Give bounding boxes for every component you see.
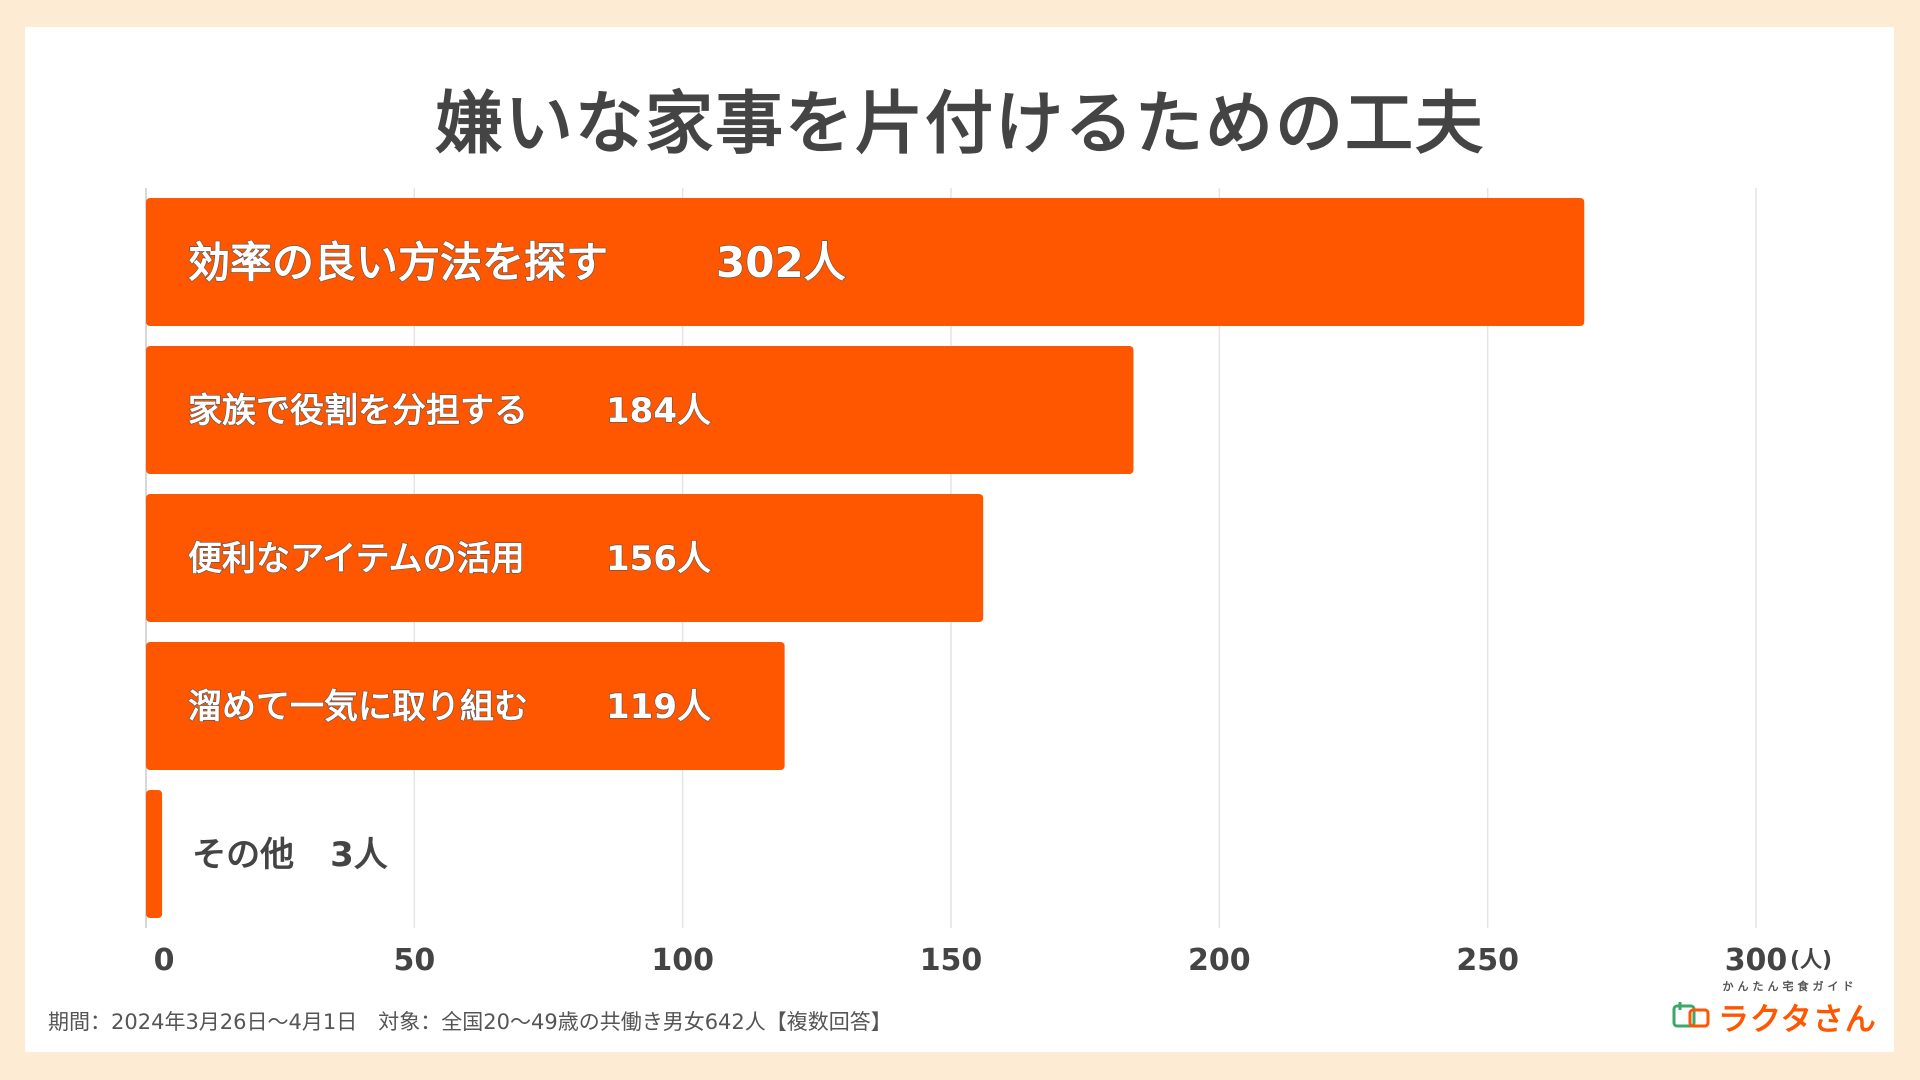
bar xyxy=(146,494,984,622)
category-label: 効率の良い方法を探す xyxy=(188,238,608,287)
logo-name: ラクタさん xyxy=(1718,1002,1877,1038)
value-label: 119人 xyxy=(606,687,711,727)
x-tick-label: 0 xyxy=(154,943,175,978)
x-tick-label: 300 xyxy=(1725,943,1788,978)
x-tick-label: 250 xyxy=(1456,943,1519,978)
x-tick-label: 100 xyxy=(651,943,714,978)
bar xyxy=(146,790,163,918)
brand-logo: かんたん宅食ガイド ラクタさん xyxy=(1672,978,1878,1038)
x-tick-label: 150 xyxy=(920,943,983,978)
category-label: 家族で役割を分担する xyxy=(188,391,528,431)
bar xyxy=(146,198,1585,326)
value-label: 302人 xyxy=(716,238,846,287)
category-label: その他 xyxy=(192,835,294,875)
x-tick-label: 50 xyxy=(393,943,435,978)
x-tick-label: 200 xyxy=(1188,943,1251,978)
bar-chart: 0 50 100 150 200 250 300 (人) 効率の良い方法を探す 302人家族で役割… xyxy=(145,188,1832,978)
footer-note: 期間：2024年3月26日～4月1日 対象：全国20～49歳の共働き男女642人… xyxy=(48,1010,892,1034)
x-unit-label: (人) xyxy=(1790,948,1832,973)
value-label: 184人 xyxy=(606,391,711,431)
logo-tagline: かんたん宅食ガイド xyxy=(1722,980,1858,993)
bar xyxy=(146,346,1134,474)
category-label: 便利なアイテムの活用 xyxy=(188,539,525,579)
bento-icon xyxy=(1672,1002,1710,1028)
value-label: 156人 xyxy=(606,539,711,579)
chart-title: 嫌いな家事を片付けるための工夫 xyxy=(434,85,1485,164)
value-label: 3人 xyxy=(330,835,388,875)
category-label: 溜めて一気に取り組む xyxy=(188,687,528,727)
bar xyxy=(146,642,785,770)
